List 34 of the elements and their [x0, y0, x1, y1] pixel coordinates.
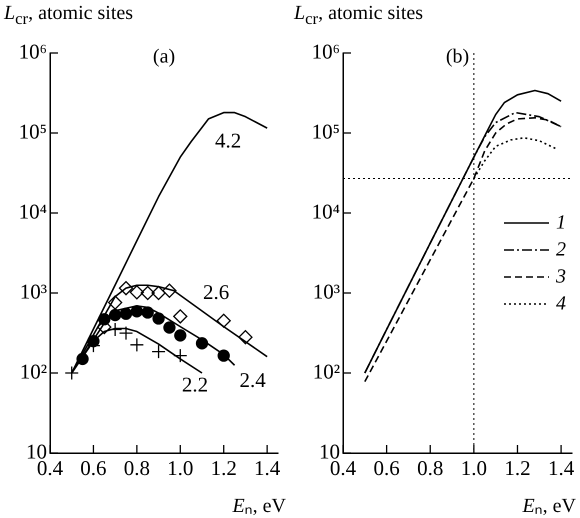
x-tick-label: 1.2 [504, 456, 531, 480]
chart-title: (b) [446, 45, 470, 68]
y-tick-label: 10⁴ [18, 200, 47, 224]
y-tick-label: 10⁶ [312, 40, 340, 64]
legend-label: 2 [556, 238, 566, 260]
y-tick-label: 10⁶ [18, 40, 47, 64]
chart-title: (a) [152, 45, 176, 68]
series-label: 2.2 [182, 372, 208, 397]
y-tick-label: 10² [312, 360, 340, 384]
y-tick-label: 10⁴ [312, 200, 340, 224]
legend-label: 4 [556, 292, 566, 314]
y-axis-title: L$_{cr}$, atomic sites [294, 2, 424, 29]
x-tick-label: 0.8 [417, 456, 444, 480]
y-tick-label: 10⁵ [18, 120, 47, 144]
x-tick-label: 1.0 [167, 456, 194, 480]
x-tick-label: 1.0 [460, 456, 487, 480]
x-tick-label: 0.8 [124, 456, 150, 480]
y-axis-title: L$_{cr}$, atomic sites [4, 2, 134, 29]
x-axis-title: Eₙ, eV [232, 494, 286, 518]
x-axis-title: Eₙ, eV [522, 494, 576, 518]
y-tick-label: 10⁵ [312, 120, 340, 144]
series-label: 2.6 [203, 280, 230, 304]
y-tick-label: 10³ [20, 280, 47, 304]
x-tick-label: 1.4 [548, 456, 575, 480]
y-tick-label: 10² [20, 360, 47, 384]
x-tick-label: 1.4 [254, 456, 281, 480]
y-tick-label: 10³ [312, 280, 340, 304]
series-label: 4.2 [215, 128, 242, 153]
legend-label: 3 [555, 265, 566, 288]
series-label: 2.4 [239, 368, 266, 392]
legend-label: 1 [556, 211, 566, 234]
x-tick-label: 0.6 [373, 456, 400, 480]
x-tick-label: 1.2 [210, 456, 237, 480]
x-tick-label: 0.6 [80, 456, 107, 480]
